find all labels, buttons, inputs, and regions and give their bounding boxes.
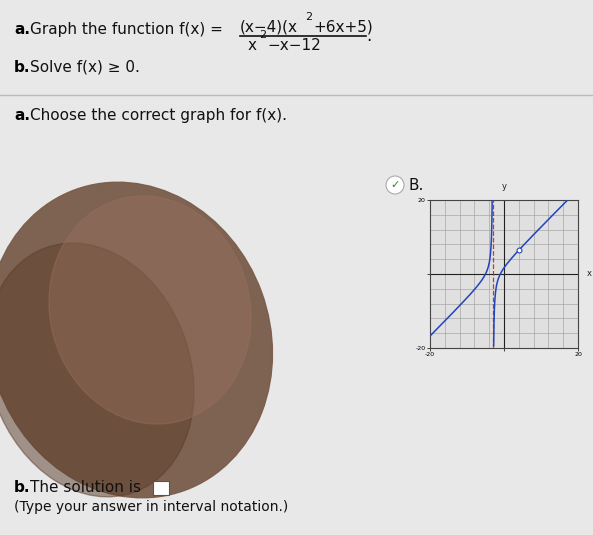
- Text: B.: B.: [409, 178, 425, 193]
- Ellipse shape: [0, 182, 273, 498]
- Text: (Type your answer in interval notation.): (Type your answer in interval notation.): [14, 500, 288, 514]
- Text: +6x+5): +6x+5): [313, 20, 373, 35]
- Text: x: x: [587, 270, 592, 279]
- Text: Graph the function f(x) =: Graph the function f(x) =: [30, 22, 223, 37]
- Text: .: .: [366, 27, 371, 45]
- Text: ✓: ✓: [390, 180, 400, 190]
- Ellipse shape: [49, 196, 251, 424]
- Text: y: y: [502, 182, 506, 191]
- Text: (x−4)(x: (x−4)(x: [240, 20, 298, 35]
- Text: The solution is: The solution is: [30, 480, 141, 495]
- FancyBboxPatch shape: [153, 481, 169, 495]
- Text: x: x: [248, 38, 257, 53]
- Text: Solve f(x) ≥ 0.: Solve f(x) ≥ 0.: [30, 60, 140, 75]
- Text: Choose the correct graph for f(x).: Choose the correct graph for f(x).: [30, 108, 287, 123]
- Text: b.: b.: [14, 60, 30, 75]
- Text: 2: 2: [259, 30, 266, 40]
- Ellipse shape: [0, 243, 194, 497]
- Text: 2: 2: [305, 12, 312, 22]
- Text: b.: b.: [14, 480, 30, 495]
- Text: a.: a.: [14, 22, 30, 37]
- Text: −x−12: −x−12: [267, 38, 321, 53]
- Circle shape: [386, 176, 404, 194]
- Text: a.: a.: [14, 108, 30, 123]
